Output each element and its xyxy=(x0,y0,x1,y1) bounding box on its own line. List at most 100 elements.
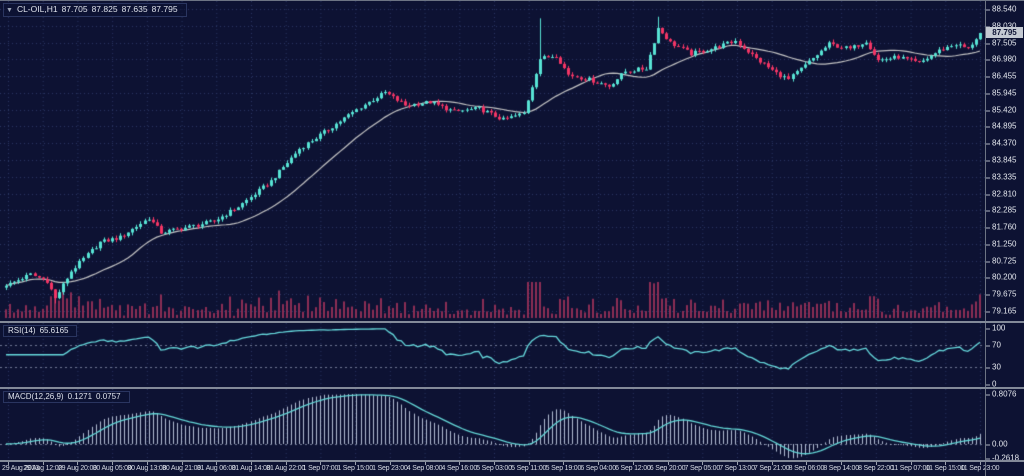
panel-separator[interactable] xyxy=(0,321,1024,323)
time-tick-label: 31 Aug 14:00 xyxy=(231,465,271,472)
time-tick-mark xyxy=(494,462,495,465)
time-tick-mark xyxy=(806,462,807,465)
time-tick-mark xyxy=(320,462,321,465)
macd-tick-label: 0.00 xyxy=(986,439,1008,449)
panel-separator[interactable] xyxy=(0,387,1024,389)
time-tick-label: 5 Sep 11:00 xyxy=(511,465,547,472)
time-tick-mark xyxy=(251,462,252,465)
price-panel: ▼ CL-OIL,H1 87.705 87.825 87.635 87.795 xyxy=(0,1,1024,321)
time-tick-label: 29 Aug 2023 xyxy=(2,465,40,472)
time-tick-mark xyxy=(425,462,426,465)
current-price-badge: 87.795 xyxy=(986,27,1023,38)
symbol-name: CL-OIL,H1 xyxy=(16,4,58,14)
rsi-name: RSI(14) xyxy=(8,326,36,335)
price-tick-label: 86.980 xyxy=(985,54,1017,64)
time-tick-label: 31 Aug 22:00 xyxy=(266,465,306,472)
time-tick-mark xyxy=(633,462,634,465)
time-tick-mark xyxy=(737,462,738,465)
time-axis[interactable]: 29 Aug 2023 29 Aug 12:00 29 Aug 20:00 30 Au… xyxy=(0,462,1024,476)
macd-value-signal: 0.0757 xyxy=(96,392,121,401)
price-tick-label: 85.420 xyxy=(985,105,1017,115)
time-tick-mark xyxy=(702,462,703,465)
time-tick-label: 7 Sep 13:00 xyxy=(719,465,755,472)
time-tick-mark xyxy=(529,462,530,465)
time-tick-mark xyxy=(980,462,981,465)
rsi-tick-label: 100 xyxy=(985,323,1006,333)
time-tick-label: 7 Sep 21:00 xyxy=(753,465,790,472)
time-tick-mark xyxy=(355,462,356,465)
time-tick-label: 11 Sep 07:00 xyxy=(891,465,930,472)
price-tick-label: 82.810 xyxy=(985,189,1017,199)
time-tick-label: 30 Aug 13:00 xyxy=(127,465,167,472)
time-tick-mark xyxy=(390,462,391,465)
time-tick-label: 8 Sep 14:00 xyxy=(823,465,859,472)
time-tick-label: 5 Sep 03:00 xyxy=(476,465,512,472)
time-tick-mark xyxy=(772,462,773,465)
time-tick-label: 8 Sep 06:00 xyxy=(788,465,825,472)
macd-tick-label: -0.2618 xyxy=(985,453,1020,463)
time-tick-mark xyxy=(182,462,183,465)
rsi-value: 65.6165 xyxy=(39,326,69,335)
time-tick-label: 29 Aug 12:00 xyxy=(23,465,63,472)
time-tick-label: 30 Aug 05:00 xyxy=(92,465,132,472)
price-tick-label: 80.725 xyxy=(985,256,1017,266)
price-tick-label: 88.540 xyxy=(985,4,1017,14)
collapse-arrow-icon[interactable]: ▼ xyxy=(6,7,13,14)
ohlc-low: 87.635 xyxy=(121,4,148,14)
time-tick-label: 6 Sep 20:00 xyxy=(649,465,686,472)
time-tick-mark xyxy=(911,462,912,465)
price-tick-label: 81.760 xyxy=(985,222,1017,232)
time-tick-label: 31 Aug 06:00 xyxy=(196,465,236,472)
time-tick-mark xyxy=(876,462,877,465)
time-tick-label: 6 Sep 04:00 xyxy=(580,465,616,472)
price-tick-label: 83.845 xyxy=(985,155,1017,165)
symbol-label: ▼ CL-OIL,H1 87.705 87.825 87.635 87.795 xyxy=(3,3,187,17)
rsi-panel: RSI(14) 65.6165 xyxy=(0,323,1024,387)
price-axis[interactable]: 88.540 88.030 87.505 86.980 86.455 85.945 85.4… xyxy=(985,1,1024,476)
time-tick-label: 7 Sep 05:00 xyxy=(684,465,721,472)
candlestick-canvas[interactable] xyxy=(0,1,986,321)
macd-canvas[interactable] xyxy=(0,389,986,460)
price-tick-label: 85.945 xyxy=(985,88,1017,98)
ohlc-high: 87.825 xyxy=(91,4,118,14)
time-tick-mark xyxy=(945,462,946,465)
time-tick-mark xyxy=(286,462,287,465)
time-tick-mark xyxy=(43,462,44,465)
price-tick-label: 88.030 xyxy=(985,21,1017,31)
ohlc-open: 87.705 xyxy=(61,4,88,14)
rsi-tick-label: 70 xyxy=(986,340,1001,350)
time-tick-mark xyxy=(112,462,113,465)
macd-tick-label: 0.8076 xyxy=(985,389,1017,399)
rsi-tick-label: 0 xyxy=(985,379,997,389)
price-tick-label: 82.285 xyxy=(985,205,1017,215)
time-tick-mark xyxy=(147,462,148,465)
time-tick-label: 1 Sep 07:00 xyxy=(302,465,339,472)
price-tick-label: 79.675 xyxy=(985,289,1017,299)
time-tick-label: 30 Aug 21:00 xyxy=(162,465,201,472)
time-tick-label: 4 Sep 16:00 xyxy=(441,465,478,472)
time-tick-label: 29 Aug 20:00 xyxy=(57,465,97,472)
price-tick-label: 79.165 xyxy=(985,306,1017,316)
macd-value-main: 0.1271 xyxy=(67,392,93,401)
time-tick-label: 4 Sep 08:00 xyxy=(406,465,443,472)
time-tick-label: 6 Sep 12:00 xyxy=(615,465,651,472)
time-tick-label: 8 Sep 22:00 xyxy=(858,465,894,472)
time-tick-mark xyxy=(563,462,564,465)
time-tick-mark xyxy=(841,462,842,465)
time-tick-mark xyxy=(216,462,217,465)
time-tick-mark xyxy=(598,462,599,465)
time-tick-mark xyxy=(8,462,9,465)
macd-panel: MACD(12,26,9) 0.1271 0.0757 xyxy=(0,389,1024,460)
rsi-tick-label: 30 xyxy=(986,362,1001,372)
rsi-canvas[interactable] xyxy=(0,323,986,387)
price-tick-label: 87.505 xyxy=(985,38,1017,48)
price-tick-label: 81.250 xyxy=(985,239,1017,249)
time-tick-label: 1 Sep 15:00 xyxy=(337,465,373,472)
time-tick-label: 1 Sep 23:00 xyxy=(372,465,408,472)
panel-separator[interactable] xyxy=(0,460,1024,462)
price-tick-label: 86.455 xyxy=(985,71,1017,81)
time-tick-label: 11 Sep 23:00 xyxy=(960,465,1000,472)
time-tick-mark xyxy=(668,462,669,465)
macd-name: MACD(12,26,9) xyxy=(8,392,64,401)
